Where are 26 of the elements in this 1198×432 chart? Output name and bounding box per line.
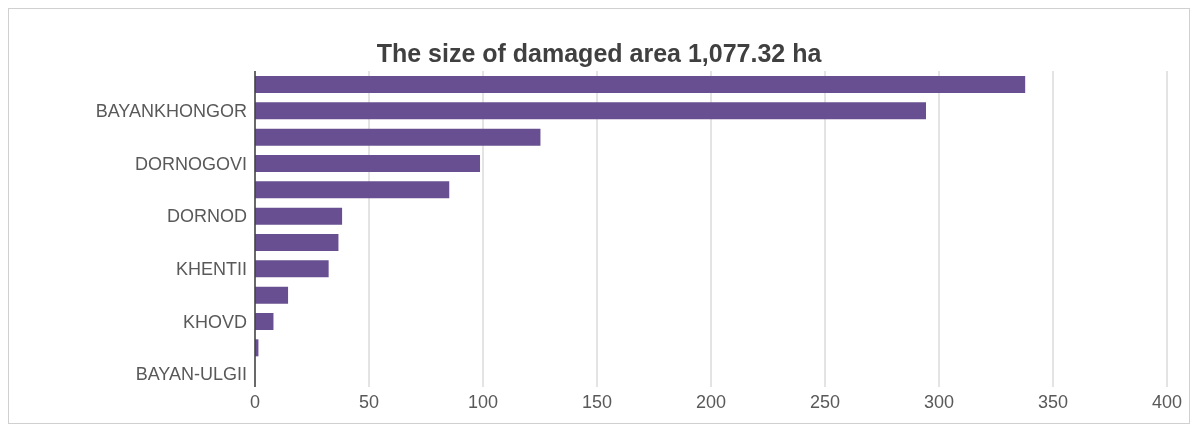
x-tick-label: 150 — [581, 391, 613, 412]
x-tick-label: 200 — [695, 391, 727, 412]
bar — [255, 181, 450, 199]
y-tick-label: DORNOD — [167, 206, 247, 227]
x-tick-label: 350 — [1037, 391, 1069, 412]
x-tick-label: 100 — [467, 391, 499, 412]
bar — [255, 128, 541, 146]
chart-title: The size of damaged area 1,077.32 ha — [375, 38, 823, 69]
bar — [255, 313, 274, 330]
bar — [255, 286, 289, 304]
y-tick-label: KHENTII — [175, 258, 247, 279]
y-tick-label: KHOVD — [182, 311, 247, 332]
bar — [255, 234, 339, 251]
y-tick-label: DORNOGOVI — [134, 153, 247, 174]
y-tick-label: BAYANKHONGOR — [95, 100, 247, 121]
bar — [255, 76, 1026, 93]
x-tick-label: 300 — [923, 391, 955, 412]
x-tick-label: 250 — [809, 391, 841, 412]
bar — [255, 260, 329, 278]
x-tick-label: 50 — [358, 391, 380, 412]
bar — [255, 207, 343, 225]
bar — [255, 102, 926, 120]
y-tick-label: BAYAN-ULGII — [135, 364, 247, 385]
x-tick-label: 0 — [249, 391, 261, 412]
x-tick-label: 400 — [1151, 391, 1183, 412]
bar — [255, 155, 481, 172]
